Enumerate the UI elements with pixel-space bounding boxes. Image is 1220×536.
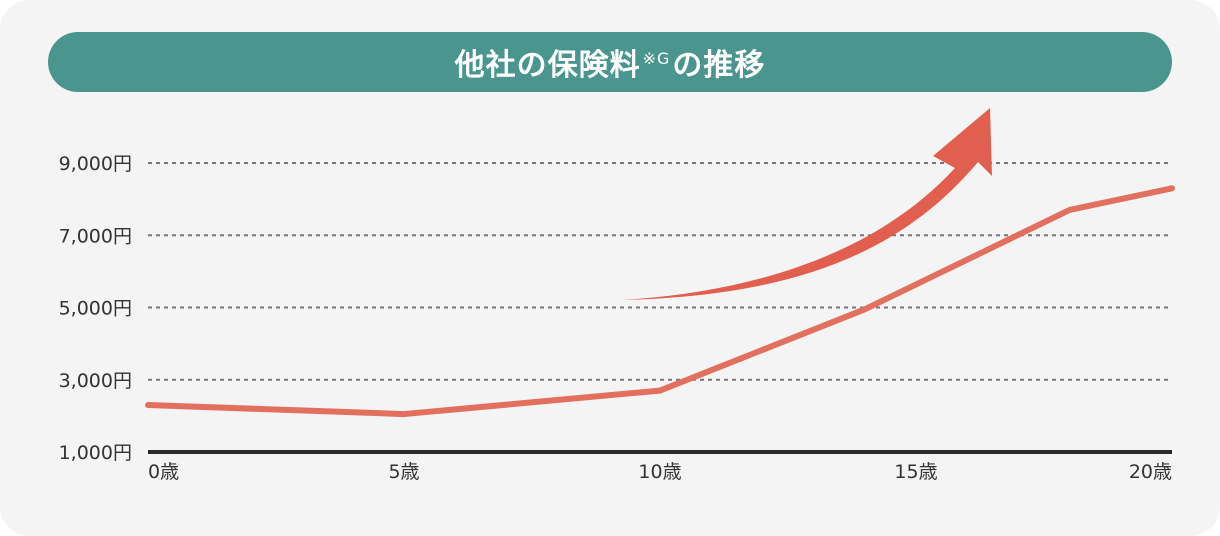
y-tick-label: 9,000円 bbox=[59, 153, 132, 175]
chart-title: 他社の保険料 ※G の推移 bbox=[48, 32, 1172, 92]
title-note: ※G bbox=[642, 48, 671, 68]
x-tick-label: 20歳 bbox=[1129, 461, 1172, 483]
x-tick-label: 10歳 bbox=[638, 461, 681, 483]
x-tick-label: 15歳 bbox=[894, 461, 937, 483]
title-main: 他社の保険料 bbox=[454, 48, 641, 83]
x-tick-label: 0歳 bbox=[148, 461, 179, 483]
upward-arrow-icon bbox=[622, 108, 992, 300]
series-line bbox=[145, 185, 1175, 418]
y-tick-label: 3,000円 bbox=[59, 370, 132, 392]
y-tick-label: 7,000円 bbox=[59, 225, 132, 247]
y-tick-label: 5,000円 bbox=[59, 298, 132, 320]
y-tick-label: 1,000円 bbox=[59, 442, 132, 464]
x-tick-label: 5歳 bbox=[388, 461, 419, 483]
title-suffix: の推移 bbox=[672, 48, 766, 83]
